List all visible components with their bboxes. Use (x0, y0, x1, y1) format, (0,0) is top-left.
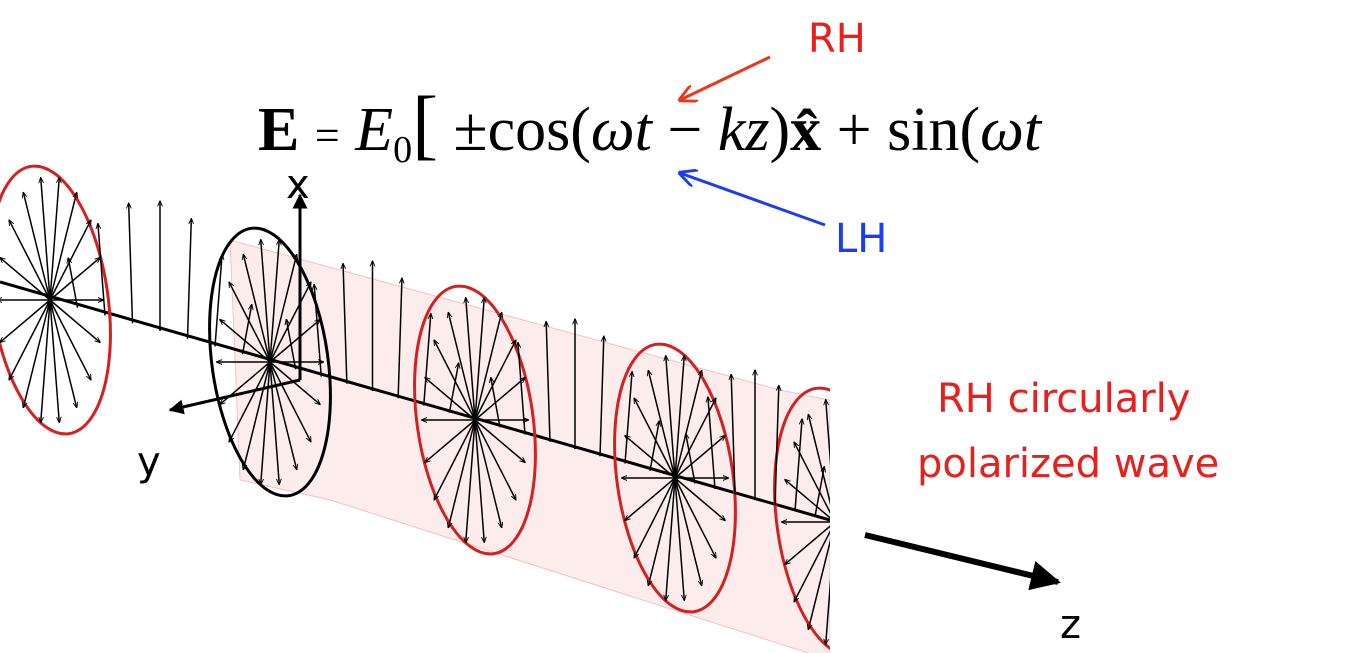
caption: RH circularly (937, 376, 1190, 422)
rh-label: RH (808, 16, 866, 62)
eq-part: ωt (980, 96, 1043, 164)
eq-part: x̂ (790, 96, 821, 164)
equation: E = E0[ ±cos(ωt − kz)x̂ + sin(ωt (258, 80, 1043, 171)
eq-part: ± (454, 96, 488, 164)
eq-part: E (258, 96, 299, 164)
z-arrow (865, 535, 1058, 582)
eq-part: − (667, 96, 702, 164)
field-vector (835, 480, 885, 522)
field-vector (50, 300, 91, 380)
eq-part: 0 (393, 129, 412, 171)
field-vector (0, 300, 50, 342)
eq-part: = (315, 111, 340, 160)
field-vector (9, 220, 50, 300)
caption: polarized wave (917, 441, 1219, 487)
eq-part: ) (770, 96, 791, 164)
eq-part: [ (412, 80, 438, 167)
field-vector (9, 300, 50, 380)
lh-arrow (680, 173, 825, 225)
field-vector (188, 219, 192, 339)
field-vector (50, 300, 100, 342)
eq-part: ωt (591, 96, 654, 164)
field-vector (835, 414, 862, 522)
field-vector (835, 522, 885, 564)
cylinder (230, 240, 830, 653)
y-label: y (137, 439, 161, 485)
field-vector (835, 522, 862, 630)
field-vector (50, 220, 91, 300)
x-label: x (286, 162, 310, 208)
eq-part: sin( (887, 96, 980, 164)
eq-part: E (354, 96, 393, 164)
eq-part: cos( (488, 96, 591, 164)
field-vector (835, 522, 844, 644)
eq-part: kz (718, 96, 770, 164)
field-vector (0, 258, 50, 300)
field-vector (835, 442, 876, 522)
field-vector (129, 203, 133, 323)
helix-diagram (0, 158, 911, 653)
eq-part: + (837, 96, 872, 164)
lh-label: LH (835, 216, 887, 262)
page: E = E0[ ±cos(ωt − kz)x̂ + sin(ωt RH LH x… (0, 0, 1359, 653)
z-label: z (1060, 602, 1081, 648)
field-vector (835, 400, 844, 522)
rh-arrow (680, 57, 770, 100)
